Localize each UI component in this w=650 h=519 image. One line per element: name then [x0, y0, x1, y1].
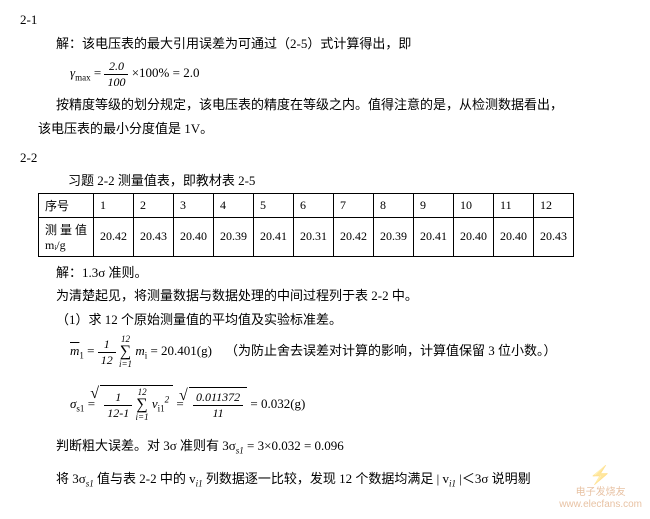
val-2: 20.43: [134, 217, 174, 256]
sd-rhs: = 0.032(g): [250, 396, 305, 411]
line-c-tail: = 3×0.032 = 0.096: [244, 438, 344, 453]
mbar: m: [70, 343, 79, 358]
sigma-formula: σs1 = 1 12-1 12 ∑ i=1 vi12 = 0.011372 11…: [20, 385, 630, 424]
measurement-table: 序号 1 2 3 4 5 6 7 8 9 10 11 12 测 量 值 mᵢ/g…: [38, 193, 574, 257]
hdr-7: 7: [334, 193, 374, 217]
hdr-3: 3: [174, 193, 214, 217]
gamma-fraction: 2.0 100: [104, 59, 128, 89]
val-3: 20.40: [174, 217, 214, 256]
table-caption: 习题 2-2 测量值表，即教材表 2-5: [20, 170, 630, 189]
hdr-4: 4: [214, 193, 254, 217]
hdr-6: 6: [294, 193, 334, 217]
gamma-den: 100: [104, 75, 128, 89]
mean-note: （为防止舍去误差对计算的影响，计算值保留 3 位小数。）: [225, 343, 557, 358]
val-8: 20.39: [374, 217, 414, 256]
rowlabel-1: 测 量 值: [45, 223, 87, 237]
val-10: 20.40: [454, 217, 494, 256]
val-1: 20.42: [94, 217, 134, 256]
val-6: 20.31: [294, 217, 334, 256]
hdr-1: 1: [94, 193, 134, 217]
val-12: 20.43: [534, 217, 574, 256]
gamma-formula: γmax = 2.0 100 ×100% = 2.0: [20, 59, 630, 89]
sqrt2: 0.011372 11: [189, 387, 247, 422]
solve-line: 解：1.3σ 准则。: [20, 261, 630, 284]
sum-bot2: i=1: [136, 413, 149, 422]
hdr-12: 12: [534, 193, 574, 217]
sqrt1: 1 12-1 12 ∑ i=1 vi12: [100, 385, 173, 424]
sd-f2-den: 11: [193, 406, 243, 420]
line-c-text: 判断粗大误差。对 3σ 准则有 3σ: [56, 438, 236, 453]
watermark: ⚡ 电子发烧友 www.elecfans.com: [559, 465, 642, 511]
hdr-2: 2: [134, 193, 174, 217]
sum-symbol: 12 ∑ i=1: [119, 335, 132, 369]
hdr-10: 10: [454, 193, 494, 217]
watermark-logo-icon: ⚡: [559, 465, 642, 487]
line-c: 判断粗大误差。对 3σ 准则有 3σs1 = 3×0.032 = 0.096: [20, 434, 630, 459]
rowlabel: 测 量 值 mᵢ/g: [39, 217, 94, 256]
line-b: （1）求 12 个原始测量值的平均值及实验标准差。: [20, 308, 630, 331]
rowlabel-2: mᵢ/g: [45, 238, 66, 252]
hdr-9: 9: [414, 193, 454, 217]
line-d: 将 3σs1 值与表 2-2 中的 vi1 列数据逐一比较，发现 12 个数据均…: [20, 467, 630, 492]
mean-rhs: = 20.401(g): [150, 343, 212, 358]
hdr-11: 11: [494, 193, 534, 217]
val-7: 20.42: [334, 217, 374, 256]
val-4: 20.39: [214, 217, 254, 256]
gamma-sub: max: [75, 73, 91, 83]
sigma-sub: s1: [76, 404, 84, 414]
table-header-row: 序号 1 2 3 4 5 6 7 8 9 10 11 12: [39, 193, 574, 217]
line-d-1: 将 3σ: [56, 471, 86, 486]
mean-frac-den: 12: [98, 353, 116, 367]
sd-f1-num: 1: [104, 390, 132, 405]
val-5: 20.41: [254, 217, 294, 256]
sum-bot: i=1: [119, 360, 132, 369]
watermark-url: www.elecfans.com: [559, 499, 642, 510]
val-11: 20.40: [494, 217, 534, 256]
hdr-8: 8: [374, 193, 414, 217]
mean-formula: m1 = 1 12 12 ∑ i=1 mi = 20.401(g) （为防止舍去…: [20, 335, 630, 369]
table-value-row: 测 量 值 mᵢ/g 20.42 20.43 20.40 20.39 20.41…: [39, 217, 574, 256]
sd-f2-num: 0.011372: [193, 390, 243, 405]
mean-frac-num: 1: [98, 337, 116, 352]
line-d-4: |＜3σ 说明剔: [456, 471, 531, 486]
gamma-tail: ×100% = 2.0: [132, 65, 200, 80]
sec21-line3: 该电压表的最小分度值是 1V。: [20, 117, 630, 140]
sd-f1-den: 12-1: [104, 406, 132, 420]
line-a: 为清楚起见，将测量数据与数据处理的中间过程列于表 2-2 中。: [20, 284, 630, 307]
mean-frac: 1 12: [98, 337, 116, 367]
section-2-2-label: 2-2: [20, 150, 630, 166]
watermark-text: 电子发烧友: [576, 487, 626, 498]
sec21-line2: 按精度等级的划分规定，该电压表的精度在等级之内。值得注意的是，从检测数据看出，: [20, 93, 630, 116]
gamma-num: 2.0: [104, 59, 128, 74]
sec21-line1: 解：该电压表的最大引用误差为可通过（2-5）式计算得出，即: [20, 32, 630, 55]
val-9: 20.41: [414, 217, 454, 256]
hdr-5: 5: [254, 193, 294, 217]
eq1: =: [94, 65, 105, 80]
line-d-2: 值与表 2-2 中的 v: [94, 471, 196, 486]
line-d-3: 列数据逐一比较，发现 12 个数据均满足 | v: [203, 471, 449, 486]
mbar-sub: 1: [79, 351, 84, 361]
hdr-0: 序号: [39, 193, 94, 217]
section-2-1-label: 2-1: [20, 12, 630, 28]
